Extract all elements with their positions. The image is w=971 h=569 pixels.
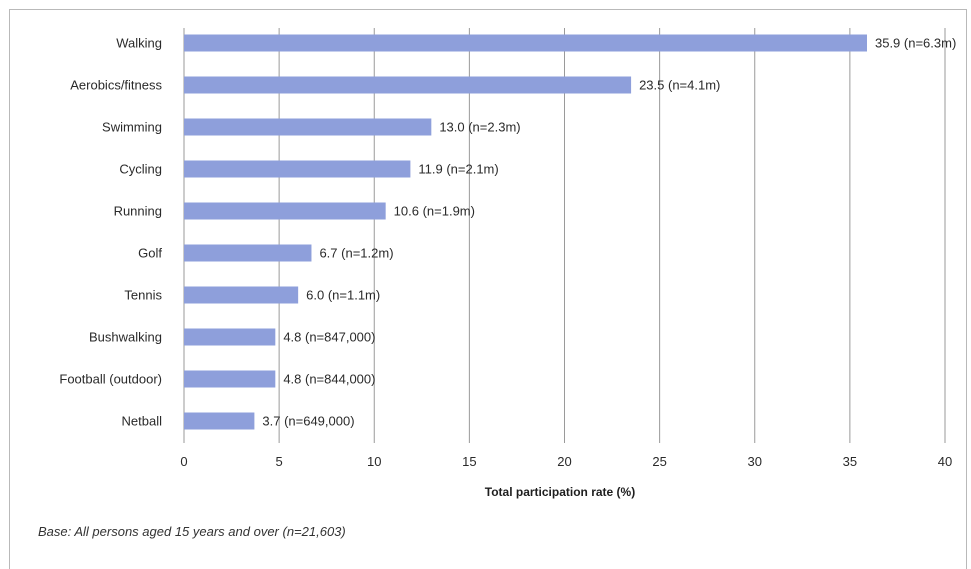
bar-football-outdoor — [184, 370, 276, 388]
data-label: 35.9 (n=6.3m) — [875, 36, 956, 51]
data-label: 6.0 (n=1.1m) — [306, 288, 380, 303]
category-label: Football (outdoor) — [59, 372, 162, 387]
bar-netball — [184, 412, 255, 430]
x-tick-label: 15 — [462, 454, 476, 469]
bar-walking — [184, 34, 867, 52]
bar-aerobics-fitness — [184, 76, 632, 94]
x-tick-label: 30 — [748, 454, 762, 469]
bar-bushwalking — [184, 328, 276, 346]
data-label: 3.7 (n=649,000) — [262, 414, 354, 429]
bar-running — [184, 202, 386, 220]
bar-chart: Walking Aerobics/fitness Swimming Cycling Ru… — [59, 28, 956, 499]
bar-swimming — [184, 118, 432, 136]
category-label: Running — [114, 204, 162, 219]
bar-tennis — [184, 286, 299, 304]
x-tick-label: 10 — [367, 454, 381, 469]
data-label: 4.8 (n=847,000) — [283, 330, 375, 345]
data-label: 10.6 (n=1.9m) — [394, 204, 475, 219]
x-tick-label: 35 — [843, 454, 857, 469]
chart-frame — [9, 9, 967, 569]
category-label: Walking — [116, 36, 162, 51]
bar-golf — [184, 244, 312, 262]
x-tick-label: 0 — [180, 454, 187, 469]
data-label: 4.8 (n=844,000) — [283, 372, 375, 387]
base-footnote: Base: All persons aged 15 years and over… — [38, 524, 346, 539]
category-label: Swimming — [102, 120, 162, 135]
data-label: 23.5 (n=4.1m) — [639, 78, 720, 93]
x-tick-label: 25 — [652, 454, 666, 469]
category-label: Netball — [122, 414, 163, 429]
category-label: Golf — [138, 246, 162, 261]
category-label: Cycling — [119, 162, 162, 177]
category-label: Aerobics/fitness — [70, 78, 162, 93]
bar-cycling — [184, 160, 411, 178]
category-label: Tennis — [124, 288, 162, 303]
data-label: 13.0 (n=2.3m) — [439, 120, 520, 135]
data-label: 6.7 (n=1.2m) — [319, 246, 393, 261]
x-tick-label: 20 — [557, 454, 571, 469]
x-axis-label: Total participation rate (%) — [485, 485, 635, 499]
x-tick-label: 5 — [276, 454, 283, 469]
category-label: Bushwalking — [89, 330, 162, 345]
x-tick-label: 40 — [938, 454, 952, 469]
data-label: 11.9 (n=2.1m) — [418, 162, 498, 177]
